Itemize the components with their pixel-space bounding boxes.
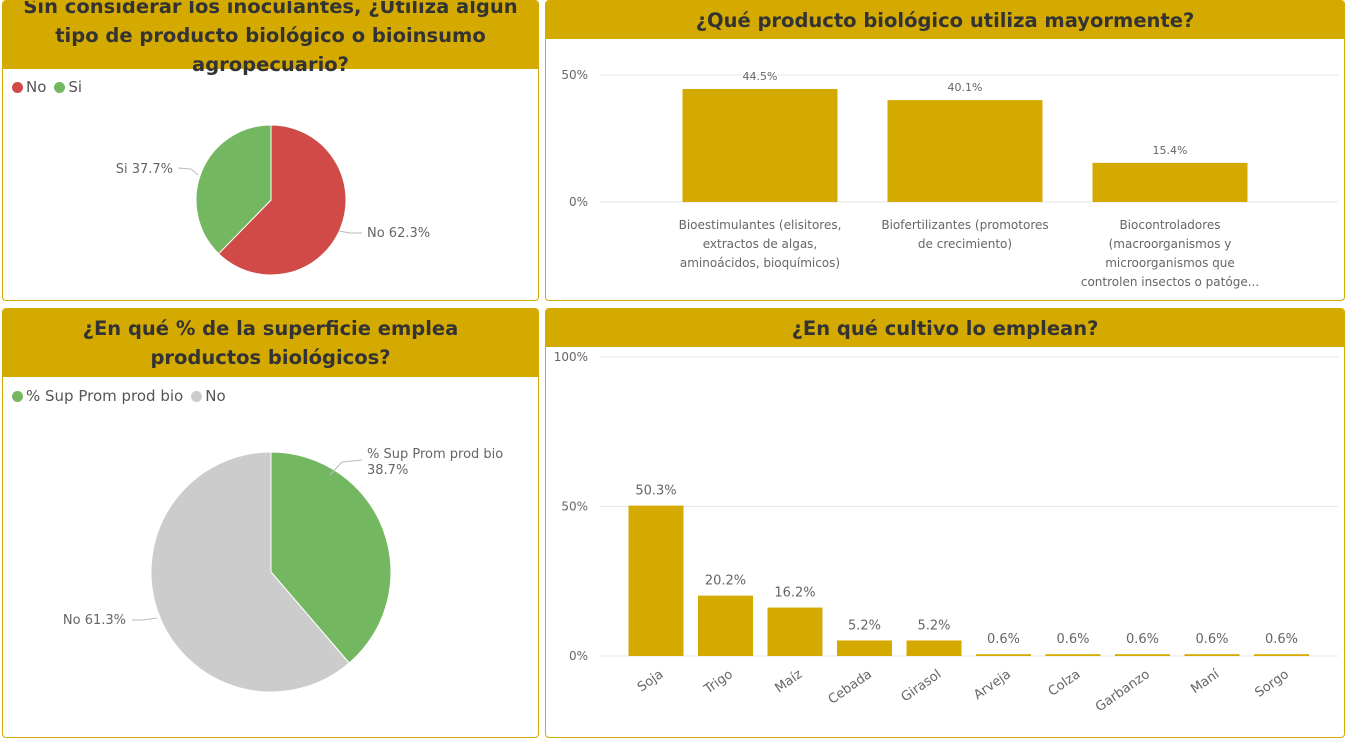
panel-uso-bioinsumo: Sin considerar los inoculantes, ¿Utiliza…: [2, 0, 539, 301]
data-label: 38.7%: [367, 463, 408, 478]
data-label: 0.6%: [1056, 632, 1089, 647]
data-label: 0.6%: [1195, 632, 1228, 647]
data-label: 50.3%: [635, 484, 676, 499]
x-tick-label: Maní: [1188, 667, 1222, 697]
bar: [1115, 654, 1170, 656]
bar: [837, 640, 892, 656]
pie-slice-no: [150, 451, 350, 693]
bar: [1092, 162, 1248, 202]
leader-line: [329, 459, 363, 476]
y-tick-label: 100%: [554, 350, 588, 364]
x-tick-label: controlen insectos o patóge...: [1081, 275, 1259, 289]
bar: [976, 654, 1031, 656]
x-tick-label: Sorgo: [1252, 667, 1291, 701]
x-tick-label: de crecimiento): [918, 237, 1012, 251]
bar: [1184, 654, 1240, 656]
data-label: 0.6%: [1265, 632, 1298, 647]
legend-item-no[interactable]: No: [12, 78, 46, 96]
bar: [682, 88, 838, 202]
chart-title: ¿Qué producto biológico utiliza mayormen…: [546, 1, 1344, 39]
bar: [1254, 654, 1309, 656]
y-tick-label: 0%: [569, 649, 588, 663]
leader-line: [177, 167, 199, 176]
bar: [887, 100, 1043, 202]
chart-title: Sin considerar los inoculantes, ¿Utiliza…: [3, 1, 538, 76]
data-label: 20.2%: [705, 574, 746, 589]
x-tick-label: microorganismos que: [1105, 256, 1235, 270]
data-label: 44.5%: [743, 70, 778, 83]
x-tick-label: Biofertilizantes (promotores: [881, 218, 1048, 232]
data-label: 16.2%: [774, 586, 815, 601]
x-tick-label: Arveja: [971, 667, 1014, 703]
data-label: 0.6%: [987, 632, 1020, 647]
legend-item-si[interactable]: Si: [54, 78, 82, 96]
pie-slice-no: [217, 124, 347, 276]
bar: [628, 505, 684, 656]
x-tick-label: Garbanzo: [1093, 667, 1153, 715]
x-tick-label: Cebada: [826, 667, 875, 708]
x-tick-label: extractos de algas,: [703, 237, 818, 251]
legend-item-sup[interactable]: % Sup Prom prod bio: [12, 387, 183, 405]
data-label: % Sup Prom prod bio: [367, 447, 503, 462]
leader-line: [132, 617, 158, 621]
chart-title: ¿En qué cultivo lo emplean?: [546, 309, 1344, 347]
x-tick-label: Colza: [1046, 667, 1084, 700]
bar: [906, 640, 962, 656]
legend-item-no[interactable]: No: [191, 387, 226, 405]
x-tick-label: Maíz: [772, 667, 805, 696]
x-tick-label: aminoácidos, bioquímicos): [680, 256, 840, 270]
data-label: 5.2%: [848, 618, 881, 633]
data-label: No 61.3%: [63, 613, 126, 628]
y-tick-label: 0%: [569, 195, 588, 209]
x-tick-label: Bioestimulantes (elisitores,: [679, 218, 842, 232]
legend: % Sup Prom prod bio No: [12, 387, 226, 405]
data-label: Si 37.7%: [116, 162, 173, 177]
leader-line: [338, 230, 362, 234]
chart-title: ¿En qué % de la superficie emplea produc…: [3, 309, 538, 377]
pie-slice-si: [195, 124, 272, 255]
data-label: 5.2%: [917, 618, 950, 633]
pie-slice--sup-prom-prod-bio: [270, 451, 392, 664]
bar: [698, 595, 753, 656]
data-label: No 62.3%: [367, 226, 430, 241]
y-tick-label: 50%: [561, 500, 588, 514]
x-tick-label: Trigo: [701, 667, 736, 698]
data-label: 0.6%: [1126, 632, 1159, 647]
x-tick-label: Biocontroladores: [1119, 218, 1220, 232]
x-tick-label: Soja: [635, 667, 666, 695]
bar: [1045, 654, 1101, 656]
data-label: 40.1%: [948, 81, 983, 94]
x-tick-label: Girasol: [899, 667, 945, 705]
data-label: 15.4%: [1153, 144, 1188, 157]
x-tick-label: (macroorganismos y: [1109, 237, 1232, 251]
y-tick-label: 50%: [561, 68, 588, 82]
bar: [767, 607, 823, 656]
legend: No Si: [12, 78, 82, 96]
